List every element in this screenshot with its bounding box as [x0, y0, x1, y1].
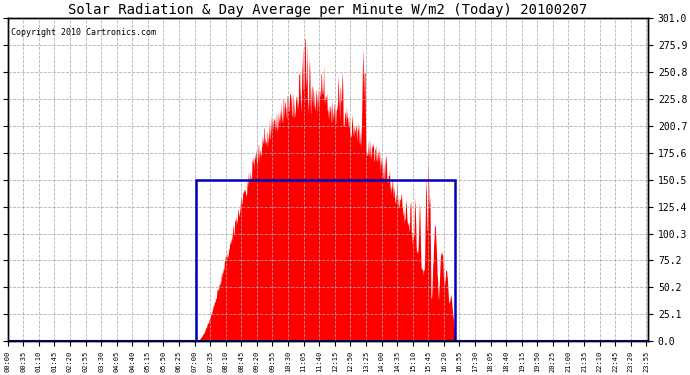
Title: Solar Radiation & Day Average per Minute W/m2 (Today) 20100207: Solar Radiation & Day Average per Minute… — [68, 3, 587, 17]
Bar — [197, 180, 455, 341]
Text: Copyright 2010 Cartronics.com: Copyright 2010 Cartronics.com — [11, 28, 156, 37]
